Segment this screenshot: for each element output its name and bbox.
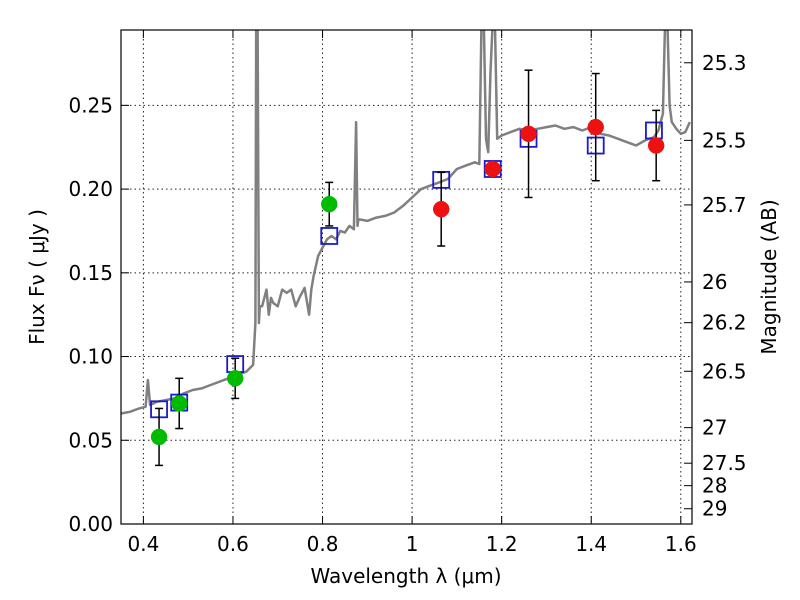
observed-nir-point xyxy=(484,160,501,178)
series-layer xyxy=(121,30,691,467)
plot-area xyxy=(121,30,692,524)
observed-optical-point xyxy=(226,370,244,387)
mag-tick-label: 25.7 xyxy=(702,193,747,217)
mag-tick-label: 29 xyxy=(702,497,727,521)
x-axis-title: Wavelength λ (μm) xyxy=(310,564,501,588)
mag-tick-label: 26.2 xyxy=(702,311,747,335)
mag-tick-label: 26.5 xyxy=(702,359,747,383)
model-square-marker xyxy=(320,227,339,245)
x-tick-label: 1.4 xyxy=(575,532,607,556)
y2-axis-title: Magnitude (AB) xyxy=(757,199,781,354)
x-tick-label: 1.2 xyxy=(486,532,518,556)
x-tick-label: 1 xyxy=(406,532,419,556)
mag-tick-label: 27 xyxy=(702,416,727,440)
mag-tick-label: 27.5 xyxy=(702,451,747,475)
x-tick-label: 1.6 xyxy=(665,532,697,556)
mag-tick-label: 26 xyxy=(702,270,727,294)
y-tick-label: 0.10 xyxy=(68,345,113,369)
axis-ticks: 0.4 0.6 0.8 1 1.2 1.4 1.6 0.00 0.05 0.10 0.15 0.20 0… xyxy=(68,30,747,556)
observed-optical-point xyxy=(150,428,168,446)
observed-optical-point xyxy=(170,395,188,412)
mag-tick-label: 25.3 xyxy=(702,51,747,75)
plot-frame xyxy=(120,29,693,525)
observed-nir-point xyxy=(587,118,604,136)
y-tick-label: 0.20 xyxy=(68,177,113,201)
y-tick-label: 0.00 xyxy=(68,512,113,536)
x-tick-label: 0.4 xyxy=(127,532,159,556)
x-tick-label: 0.6 xyxy=(217,532,249,556)
y-axis-title: Flux Fν ( μJy ) xyxy=(25,209,49,345)
observed-nir-point xyxy=(647,137,665,154)
mag-tick-label: 25.5 xyxy=(702,128,747,152)
y-tick-label: 0.05 xyxy=(68,428,113,452)
observed-nir-point xyxy=(520,125,537,143)
observed-optical-point xyxy=(320,195,338,213)
y-tick-label: 0.15 xyxy=(68,261,113,285)
y-tick-label: 0.25 xyxy=(68,93,113,117)
x-tick-label: 0.8 xyxy=(307,532,339,556)
mag-tick-label: 28 xyxy=(702,474,727,498)
observed-nir-point xyxy=(432,200,450,218)
